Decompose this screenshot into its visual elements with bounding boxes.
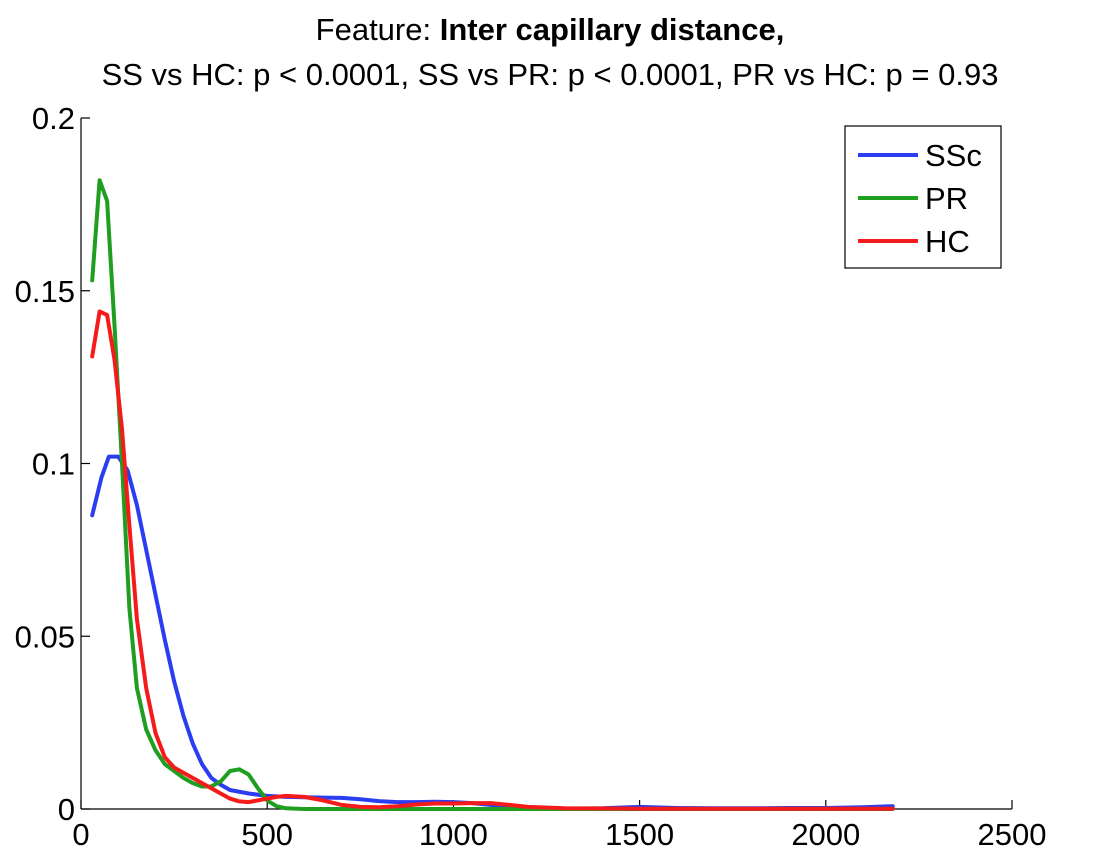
y-tick-label: 0.05 [15, 619, 75, 654]
series-line-ssc [90, 454, 895, 811]
chart-title: Feature: Inter capillary distance, [0, 12, 1100, 48]
y-tick-label: 0.1 [32, 447, 75, 482]
chart-title-prefix: Feature: [315, 12, 432, 47]
y-tick-label: 0.2 [32, 101, 75, 136]
x-tick-label: 2000 [791, 817, 860, 852]
legend: SSc PR HC [844, 125, 1002, 269]
x-tick-label: 500 [241, 817, 293, 852]
legend-label-pr: PR [925, 181, 968, 216]
y-tick-label: 0 [58, 792, 75, 827]
legend-label-ssc: SSc [925, 138, 982, 173]
chart-title-bold: Inter capillary distance, [439, 12, 785, 47]
series-line-pr [90, 178, 895, 811]
legend-label-hc: HC [925, 224, 970, 259]
chart-subtitle: SS vs HC: p < 0.0001, SS vs PR: p < 0.00… [101, 57, 999, 92]
axes: 0 0.05 0.1 0.15 0.2 0 500 1000 1500 2000 2500 [15, 101, 1047, 852]
x-tick-label: 2500 [978, 817, 1047, 852]
x-tick-label: 1500 [605, 817, 674, 852]
series-line-hc [90, 309, 895, 811]
y-tick-label: 0.15 [15, 274, 75, 309]
series-lines [90, 178, 895, 811]
x-tick-label: 1000 [419, 817, 488, 852]
x-tick-label: 0 [72, 817, 89, 852]
